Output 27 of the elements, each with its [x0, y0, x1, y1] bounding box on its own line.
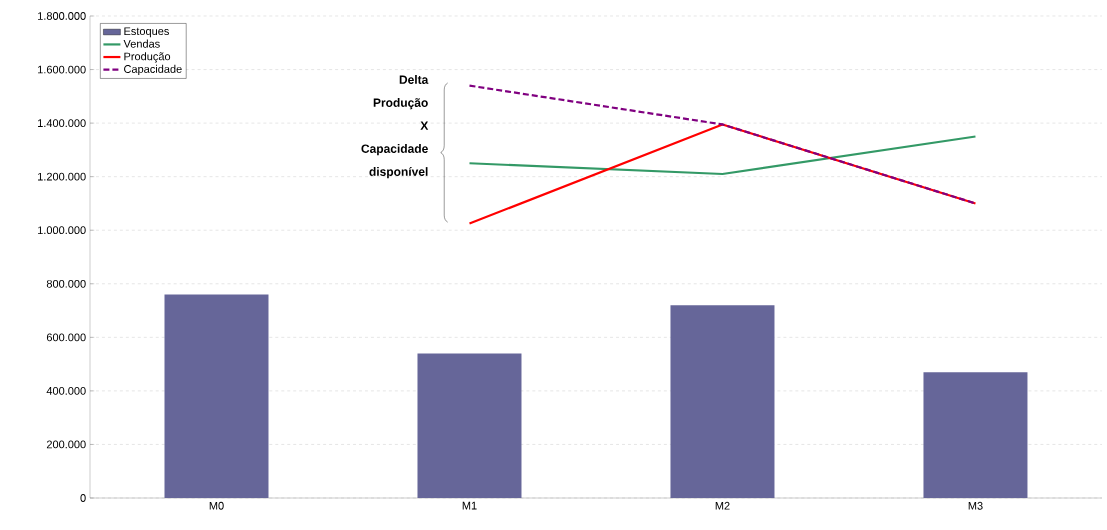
y-tick-label: 400.000: [46, 386, 86, 395]
legend-label: Estoques: [124, 27, 169, 38]
legend-label: Produção: [124, 52, 171, 63]
y-tick-label: 1.600.000: [38, 65, 86, 74]
legend-label: Capacidade: [124, 64, 182, 76]
legend-label: Vendas: [123, 39, 160, 48]
x-tick-label: M1: [462, 501, 477, 510]
y-tick-label: 0: [80, 494, 86, 502]
y-tick-label: 600.000: [46, 333, 86, 342]
bar: [670, 305, 775, 498]
y-tick-label: 1.000.000: [38, 226, 86, 235]
x-tick-label: M0: [209, 501, 224, 510]
bar: [417, 353, 522, 498]
bar: [164, 294, 269, 498]
y-tick-label: 1.200.000: [38, 172, 86, 181]
bar: [923, 372, 1028, 498]
y-tick-label: 200.000: [46, 440, 86, 449]
x-tick-label: M2: [715, 501, 730, 510]
annotation: Delta: [399, 75, 429, 84]
x-tick-label: M3: [968, 501, 983, 510]
annotation: X: [420, 121, 429, 130]
annotation: Produção: [373, 98, 428, 110]
y-tick-label: 800.000: [46, 279, 86, 288]
annotation: disponível: [369, 167, 428, 179]
y-tick-label: 1.400.000: [38, 119, 86, 127]
y-tick-label: 1.800.000: [38, 12, 86, 20]
annotation: Capacidade: [361, 144, 428, 156]
